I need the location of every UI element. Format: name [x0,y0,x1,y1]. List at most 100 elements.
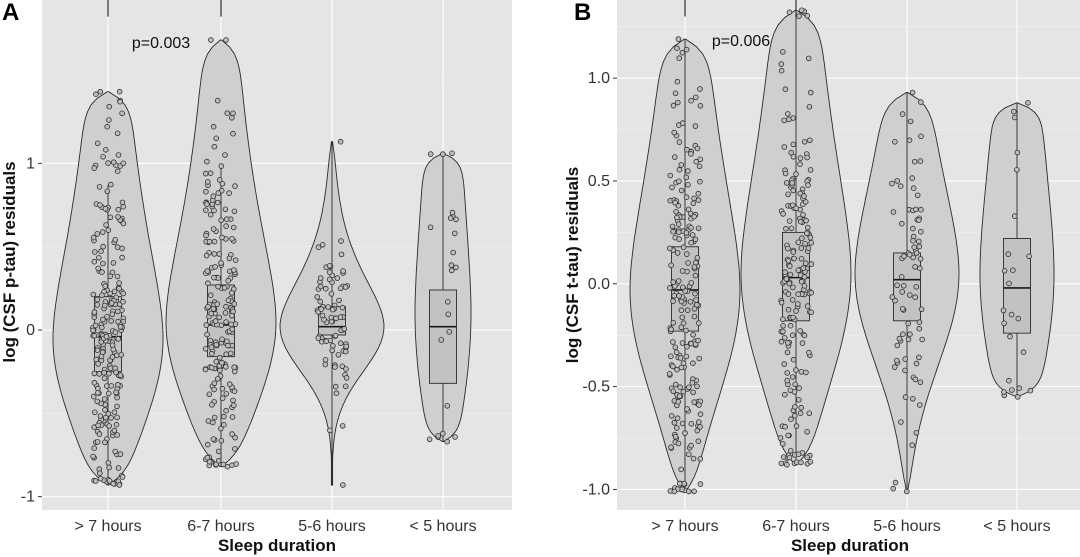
data-point [323,338,330,345]
data-point [205,280,211,287]
panel-a-x-tick-label: 6-7 hours [187,518,255,535]
data-point [786,280,793,287]
data-point [669,184,675,191]
data-point [684,406,690,412]
data-point [329,347,336,354]
data-point [219,395,226,402]
data-point [219,359,225,366]
data-point [210,306,217,312]
data-point [799,235,805,242]
data-point [896,335,903,342]
data-point [223,319,229,325]
data-point [102,302,108,309]
data-point [781,144,788,150]
data-point [203,232,209,239]
data-point [339,423,346,429]
data-point [1001,267,1008,274]
data-point [94,398,100,405]
data-point [97,202,103,208]
data-point [451,230,458,237]
data-point [109,354,116,360]
data-point [339,363,346,370]
data-point [230,110,236,117]
data-point [314,294,321,300]
data-point [213,358,220,365]
box-3 [429,289,457,384]
data-point [679,120,686,126]
data-point [674,45,680,51]
data-point [899,289,905,295]
data-point [214,97,221,104]
data-point [683,353,690,360]
data-point [221,413,227,420]
data-point [892,139,898,145]
data-point [326,276,333,283]
data-point [202,345,209,352]
data-point [106,103,112,110]
data-point [94,439,101,445]
data-point [695,225,702,232]
data-point [916,402,923,408]
data-point [673,349,680,356]
data-point [342,284,349,290]
data-point [790,187,796,194]
data-point [906,137,913,144]
data-point [104,123,110,130]
data-point [804,230,810,237]
data-point [690,455,697,462]
data-point [805,245,812,251]
data-point [691,313,698,320]
data-point [678,324,685,331]
data-point [106,477,113,484]
data-point [111,409,118,416]
data-point [229,414,236,420]
data-point [907,118,914,125]
data-point [109,311,116,318]
data-point [115,465,122,471]
data-point [694,383,700,390]
data-point [114,414,120,421]
data-point [212,318,219,324]
data-point [790,249,797,255]
data-point [229,326,236,333]
data-point [1026,253,1032,260]
data-point [672,381,679,388]
data-point [917,228,924,235]
data-point [791,412,798,419]
data-point [231,208,238,215]
data-point [918,206,924,213]
data-point [226,381,233,388]
data-point [1010,267,1016,274]
data-point [223,364,229,370]
data-point [233,461,240,467]
data-point [791,389,798,395]
data-point [668,413,675,419]
data-point [670,298,676,304]
data-point [120,220,127,227]
data-point [221,284,228,291]
data-point [789,374,796,380]
data-point [679,49,686,56]
data-point [916,243,923,250]
data-point [94,302,100,308]
data-point [913,360,920,367]
data-point [116,280,122,286]
data-point [672,200,678,206]
data-point [795,267,802,274]
data-point [211,143,218,150]
data-point [224,463,231,470]
data-point [685,451,692,458]
data-point [93,91,99,97]
data-point [208,364,215,371]
data-point [676,293,682,299]
data-point [894,282,900,289]
data-point [92,409,98,416]
data-point [108,383,115,389]
data-point [788,416,794,423]
data-point [105,227,112,233]
data-point [691,399,697,405]
data-point [99,269,105,275]
data-point [784,370,791,376]
data-point [798,278,805,285]
data-point [115,214,121,220]
